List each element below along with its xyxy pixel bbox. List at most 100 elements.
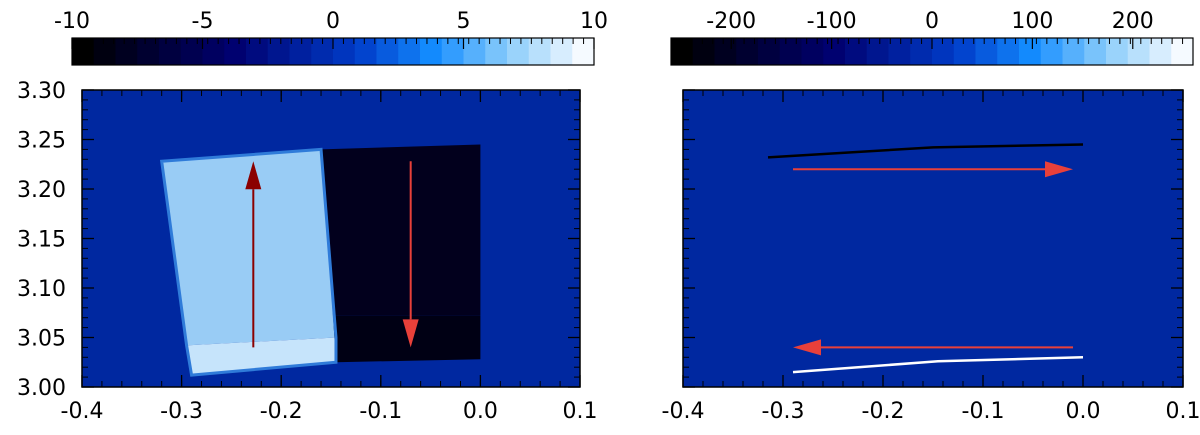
colorbar-step — [267, 38, 291, 65]
up-arrow — [245, 161, 262, 348]
colorbar-step — [910, 38, 933, 65]
colorbar-tick-label: 0 — [326, 9, 340, 34]
colorbar-left: -10 -5 0 5 10 — [54, 9, 608, 66]
colorbar-tick-label: 200 — [1112, 9, 1154, 34]
colorbar-step — [528, 38, 552, 65]
right-arrow — [793, 161, 1073, 178]
colorbar-step — [441, 38, 465, 65]
lighter-strip — [186, 337, 336, 376]
bottom-line — [792, 356, 1084, 374]
colorbar-right: -200 -100 0 100 200 — [670, 9, 1194, 66]
colorbar-tick-label: 10 — [580, 9, 608, 34]
colorbar-step — [779, 38, 803, 65]
colorbar-step — [354, 38, 378, 65]
colorbar-step — [888, 38, 911, 65]
colorbar-step — [289, 38, 312, 65]
x-tick-label: -0.3 — [762, 399, 805, 424]
colorbar-step — [1149, 38, 1172, 65]
colorbar-step — [932, 38, 955, 65]
colorbar-tick-label: -10 — [54, 9, 90, 34]
colorbar-step — [866, 38, 890, 65]
colorbar-step — [1084, 38, 1107, 65]
x-tick-label: -0.1 — [962, 399, 1005, 424]
colorbar-step — [550, 38, 573, 65]
x-tick-label: -0.4 — [662, 399, 705, 424]
colorbar-step — [115, 38, 138, 65]
x-tick-label: 0.1 — [563, 399, 598, 424]
plot-panel-left: -0.4 -0.3 -0.2 -0.1 0.0 0.1 3.003.053.103.153… — [17, 79, 597, 424]
colorbar-step — [420, 38, 443, 65]
colorbar-step — [224, 38, 247, 65]
colorbar-step — [159, 38, 182, 65]
colorbar-step — [1106, 38, 1129, 65]
arrow-head — [1045, 161, 1073, 178]
x-tick-label: -0.2 — [260, 399, 303, 424]
colorbar-step — [953, 38, 977, 65]
colorbar-step — [376, 38, 399, 65]
y-tick-label: 3.25 — [17, 129, 66, 154]
colorbar-step — [398, 38, 421, 65]
x-tick-label: 0.1 — [1166, 399, 1200, 424]
arrow-head — [402, 319, 419, 348]
y-tick-label: 3.15 — [17, 228, 66, 253]
x-tick-label: -0.1 — [359, 399, 402, 424]
x-tick-label: -0.2 — [862, 399, 905, 424]
top-line — [767, 143, 1084, 159]
plot-panel-right: -0.4 -0.3 -0.2 -0.1 0.0 0.1 — [662, 89, 1200, 424]
colorbar-step — [1171, 38, 1194, 65]
colorbar-step — [736, 38, 759, 65]
y-tick-label: 3.00 — [17, 376, 66, 401]
darker-strip — [332, 315, 481, 363]
colorbar-step — [692, 38, 716, 65]
arrow-head — [245, 161, 262, 190]
light-region — [161, 149, 336, 346]
colorbar-step — [823, 38, 846, 65]
arrow-head — [793, 339, 821, 356]
down-arrow — [402, 161, 419, 348]
colorbar-step — [758, 38, 781, 65]
light-region-edge — [159, 147, 338, 377]
y-tick-label: 3.05 — [17, 327, 66, 352]
colorbar-step — [180, 38, 204, 65]
colorbar-step — [671, 38, 694, 65]
colorbar-step — [975, 38, 998, 65]
colorbar-step — [246, 38, 269, 65]
colorbar-step — [572, 38, 595, 65]
colorbar-step — [1127, 38, 1151, 65]
colorbar-step — [845, 38, 868, 65]
colorbar-tick-label: -100 — [807, 9, 857, 34]
colorbar-step — [1019, 38, 1042, 65]
colorbar-tick-label: -5 — [192, 9, 214, 34]
y-axis-left: 3.00 3.05 3.10 3.15 3.20 3.25 3.30 — [17, 79, 580, 401]
colorbar-step — [311, 38, 334, 65]
colorbar-step — [507, 38, 530, 65]
colorbar-step — [137, 38, 160, 65]
colorbar-step — [485, 38, 508, 65]
colorbar-step — [997, 38, 1020, 65]
colorbar-tick-label: 0 — [925, 9, 939, 34]
colorbar-step — [93, 38, 117, 65]
x-tick-label: -0.4 — [61, 399, 104, 424]
colorbar-tick-label: -200 — [706, 9, 756, 34]
x-tick-label: -0.3 — [160, 399, 203, 424]
colorbar-step — [72, 38, 95, 65]
colorbar-step — [333, 38, 356, 65]
y-tick-label: 3.30 — [17, 79, 66, 104]
colorbar-step — [202, 38, 225, 65]
plot-background-right — [683, 90, 1183, 387]
y-tick-label: 3.10 — [17, 277, 66, 302]
x-axis-right: -0.4 -0.3 -0.2 -0.1 0.0 0.1 — [662, 90, 1200, 424]
dark-region — [321, 144, 481, 316]
colorbar-step — [801, 38, 824, 65]
colorbar-step — [1040, 38, 1064, 65]
x-tick-label: 0.0 — [463, 399, 498, 424]
y-tick-label: 3.20 — [17, 178, 66, 203]
colorbar-tick-label: 100 — [1011, 9, 1053, 34]
x-axis-left: -0.4 -0.3 -0.2 -0.1 0.0 0.1 — [61, 90, 598, 424]
colorbar-step — [1062, 38, 1085, 65]
x-tick-label: 0.0 — [1066, 399, 1101, 424]
colorbar-tick-label: 5 — [457, 9, 471, 34]
colorbar-step — [463, 38, 486, 65]
left-arrow — [793, 339, 1073, 356]
